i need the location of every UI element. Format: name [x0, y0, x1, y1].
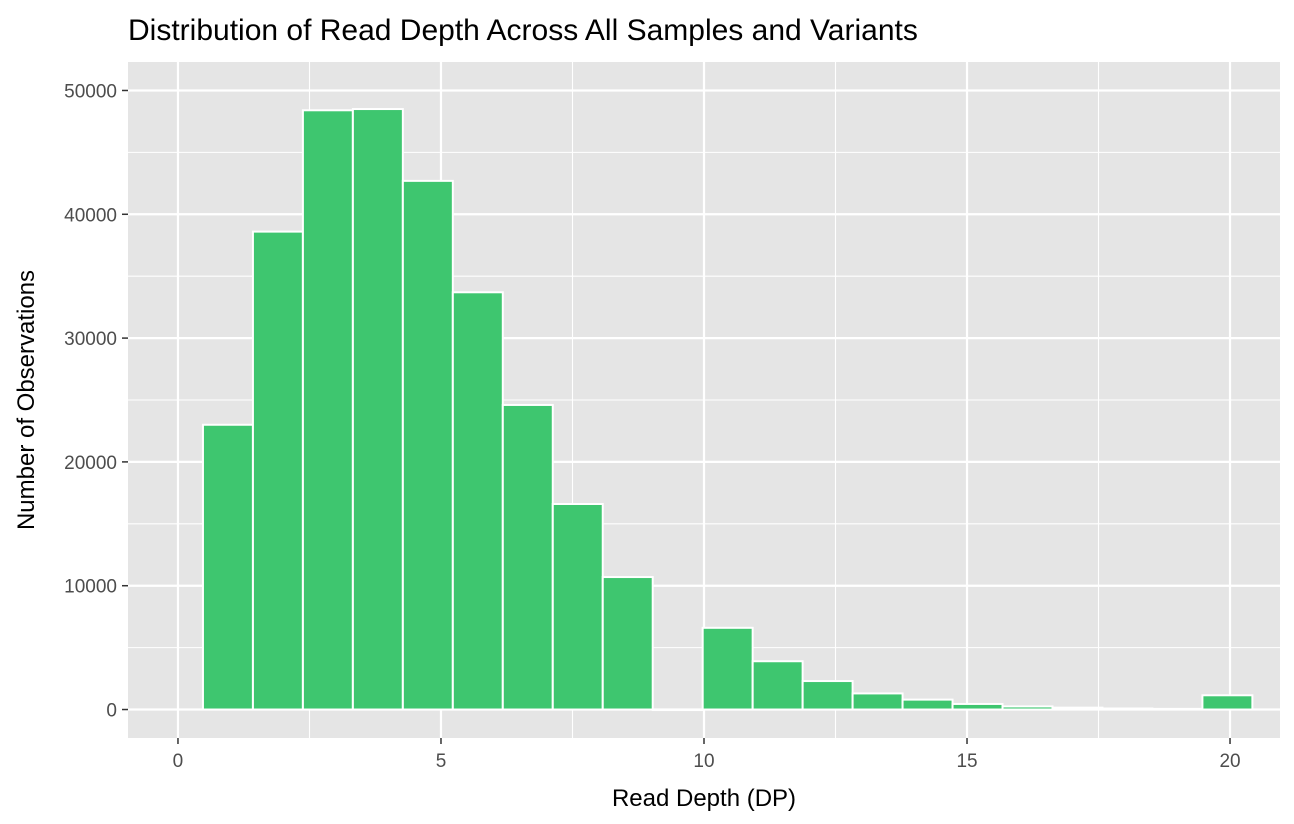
histogram-bar — [551, 503, 604, 711]
x-axis-title: Read Depth (DP) — [612, 785, 796, 812]
y-tick-label: 50000 — [64, 81, 117, 102]
histogram-bar — [651, 708, 704, 712]
histogram-bar — [901, 698, 954, 711]
y-tick-label: 40000 — [64, 205, 117, 226]
histogram-bar — [351, 108, 404, 711]
histogram-bar — [251, 230, 304, 711]
histogram-bar — [1201, 694, 1254, 711]
chart-title: Distribution of Read Depth Across All Sa… — [128, 14, 918, 47]
y-axis-ticks: 0 10000 20000 30000 40000 50000 — [64, 81, 128, 722]
histogram-bars — [201, 108, 1254, 712]
histogram-bar — [301, 109, 354, 711]
histogram-bar — [1051, 706, 1104, 711]
x-tick-label: 5 — [436, 751, 447, 772]
histogram-bar — [751, 660, 804, 711]
x-tick-label: 0 — [173, 751, 184, 772]
histogram-bar — [201, 423, 254, 711]
y-tick-label: 30000 — [64, 329, 117, 350]
histogram-bar — [1101, 707, 1154, 711]
x-tick-label: 20 — [1219, 751, 1240, 772]
y-tick-label: 10000 — [64, 577, 117, 598]
histogram-bar — [701, 626, 754, 711]
y-axis-title: Number of Observations — [13, 270, 40, 530]
y-tick-label: 0 — [106, 701, 117, 722]
histogram-bar — [401, 179, 454, 711]
x-axis-ticks: 0 5 10 15 20 — [173, 738, 1241, 772]
y-tick-label: 20000 — [64, 453, 117, 474]
histogram-bar — [1151, 707, 1204, 711]
histogram-bar — [501, 403, 554, 711]
histogram-bar — [451, 291, 504, 711]
x-tick-label: 10 — [693, 751, 714, 772]
x-tick-label: 15 — [956, 751, 977, 772]
histogram-bar — [601, 576, 654, 711]
histogram-bar — [801, 680, 854, 711]
histogram-bar — [951, 702, 1004, 711]
histogram-bar — [851, 692, 904, 711]
histogram-bar — [1001, 705, 1054, 711]
